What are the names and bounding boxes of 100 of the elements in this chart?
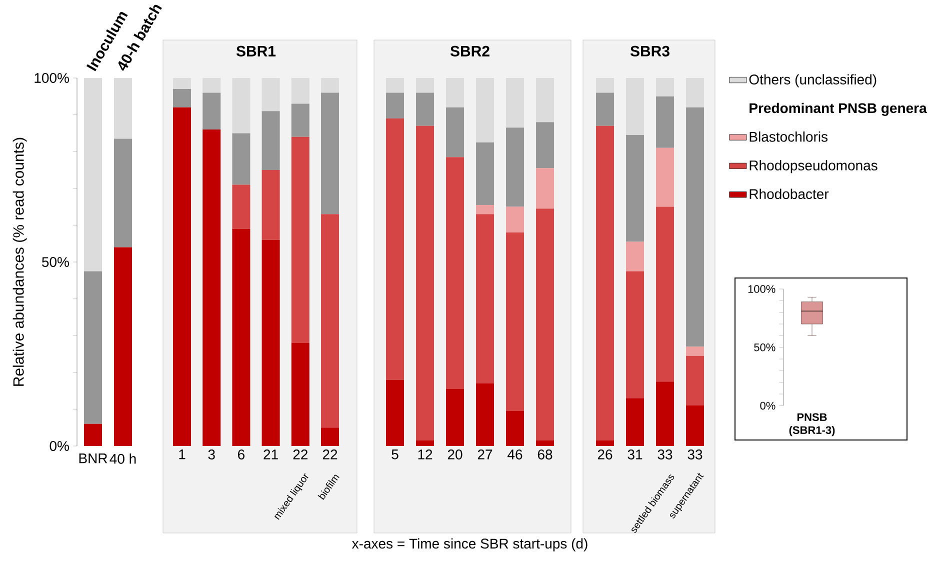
bar [626,78,644,136]
bar [321,92,340,214]
x-tick-label: 26 [598,450,612,460]
legend-label: Rhodopseudomonas [750,160,878,174]
bar [476,78,494,142]
legend-label: Rhodobacter [750,188,829,200]
x-tick-label: 27 [478,450,492,460]
bar [416,78,434,93]
bar [536,208,554,440]
x-tick-label: 21 [264,450,278,460]
y-tick-label: 0% [50,441,69,451]
bar [321,214,340,428]
legend-label: Others (unclassified) [749,74,876,88]
bar [446,78,464,108]
bar [386,78,404,93]
bar [656,96,674,148]
bar [626,242,644,272]
bar [173,78,192,90]
bar [321,78,340,93]
y-axis-title: Relative abundances (% read counts) [12,138,27,386]
y-tick-label: 100% [748,285,776,293]
bar [446,388,464,446]
bar [416,92,434,126]
bar [656,78,674,96]
bar [686,356,704,406]
bar [291,136,310,343]
bar [173,89,192,108]
x-tick-label: BNR [79,454,108,464]
x-tick-label: 31 [628,450,642,460]
bar [114,138,132,248]
x-axis-title: x-axes = Time since SBR start-ups (d) [352,538,588,552]
bar [262,170,280,240]
bar [536,168,554,209]
x-tick-label: 40 h [110,454,136,464]
bar [506,78,524,128]
bar [476,204,494,214]
bar [84,78,102,272]
x-tick-label: 33 [688,450,702,460]
bar [84,424,102,446]
bar [686,346,704,356]
bar [686,78,704,108]
legend-label: Blastochloris [750,131,828,142]
bar [416,126,434,440]
x-tick-label: 5 [392,450,398,460]
bar [173,107,192,446]
bar [262,240,280,446]
bar [232,133,250,185]
x-tick-label: 33 [658,450,672,460]
bar [291,342,310,446]
x-tick-label: 22 [293,450,308,460]
bar [536,122,554,168]
x-tick-label: 68 [538,450,552,460]
x-tick-label: 3 [208,450,215,460]
chart-title: SBR2 [450,46,490,56]
y-tick-label: 0% [760,402,776,410]
bar [536,78,554,122]
bar [656,148,674,207]
bar [202,92,221,130]
bar [596,126,614,440]
x-tick-label: 1 [179,450,186,460]
bar [386,380,404,446]
y-tick-label: 50% [754,343,776,352]
bar [506,128,524,207]
y-tick-label: 100% [34,73,69,83]
bar [476,142,494,205]
bar [596,92,614,126]
bar [232,228,250,446]
x-tick-label: PNSB (SBR1-3) [789,413,835,436]
bar [596,78,614,93]
bar [506,411,524,446]
bar [626,135,644,242]
bar [506,206,524,233]
bar [686,406,704,446]
bar [114,78,132,139]
bar [386,92,404,118]
x-tick-label: 46 [508,450,522,460]
bar [536,440,554,446]
bar [321,428,340,446]
bar [416,440,434,446]
bar [596,440,614,446]
chart-title: SBR1 [236,46,276,56]
bar [84,271,102,424]
bar [476,383,494,446]
bar [656,382,674,446]
bar [232,184,250,229]
bar [506,232,524,412]
bar [626,398,644,446]
x-tick-label: 12 [418,450,432,460]
bar [232,78,250,134]
chart-title: SBR3 [630,46,670,56]
x-tick-label: 22 [322,450,338,460]
bar [686,107,704,347]
bar [291,104,310,137]
bar [291,78,310,104]
bar [656,206,674,382]
legend-title: Predominant PNSB genera [750,102,927,116]
bar [114,247,132,446]
bar [202,130,221,446]
bar [626,271,644,398]
bar [202,78,221,93]
